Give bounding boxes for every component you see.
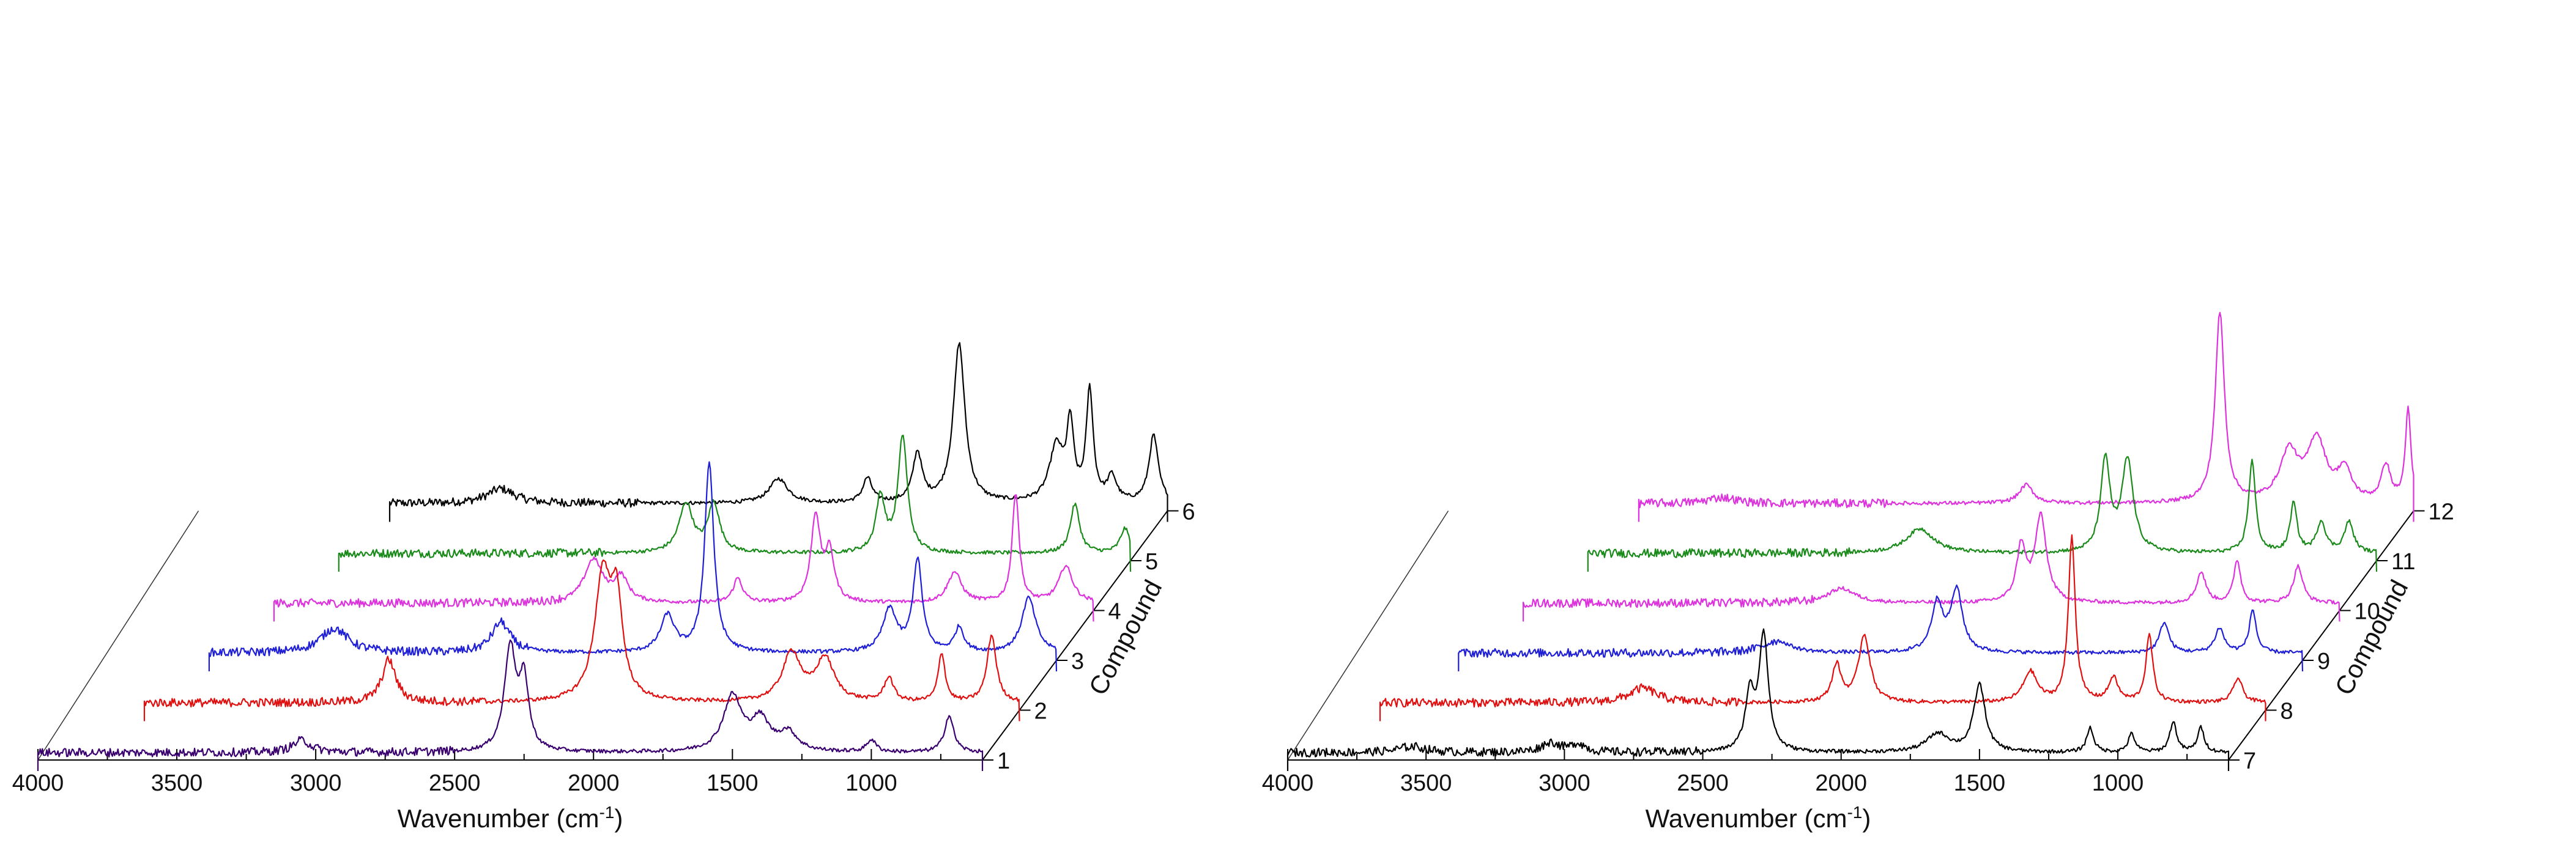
- spectra-panel-right: 4000 3500 3000 2500 2000 1500 1000 789 10 11 12 Com…: [1262, 312, 2454, 833]
- z-tick-label: 5: [1145, 549, 1158, 575]
- x-tick-label: 3500: [151, 770, 203, 796]
- depth-axis-right: [2228, 510, 2415, 761]
- z-tick-label: 12: [2429, 500, 2454, 525]
- x-axis-title-close: ): [614, 804, 623, 833]
- spectrum-line-compound-6: [388, 342, 1168, 522]
- x-tick-label: 3500: [1400, 770, 1452, 796]
- depth-axis-left: [37, 511, 199, 761]
- x-axis-title-main: Wavenumber (cm: [1646, 804, 1847, 833]
- spectrum-line-compound-12: [1638, 312, 2415, 522]
- z-tick-label: 3: [1071, 649, 1084, 674]
- z-tick-label: 7: [2243, 748, 2256, 774]
- spectrum-line-compound-2: [143, 559, 1020, 721]
- spectrum-line-compound-1: [37, 639, 984, 771]
- depth-axis-right: [982, 510, 1168, 761]
- spectrum-line-compound-9: [1458, 584, 2304, 672]
- x-tick-label: 1500: [1954, 770, 2006, 796]
- x-tick-label: 3000: [1539, 770, 1591, 796]
- z-tick-label: 9: [2317, 649, 2330, 674]
- x-tick-label: 4000: [1262, 770, 1314, 796]
- z-tick-label: 11: [2391, 549, 2415, 575]
- x-axis-title: Wavenumber (cm-1): [398, 803, 623, 833]
- spectrum-line-compound-8: [1379, 534, 2266, 721]
- z-tick-label: 8: [2281, 699, 2293, 725]
- x-axis-title-exponent: -1: [599, 803, 614, 822]
- spectrum-line-compound-3: [208, 461, 1058, 672]
- x-axis-title-exponent: -1: [1847, 803, 1862, 822]
- z-axis-title: Compound: [1083, 575, 1167, 699]
- x-tick-label: 2500: [429, 770, 481, 796]
- x-tick-label: 3000: [290, 770, 342, 796]
- x-axis-title-close: ): [1862, 804, 1871, 833]
- z-tick-label: 10: [2355, 599, 2380, 625]
- z-tick-label: 6: [1182, 500, 1195, 525]
- spectrum-line-compound-7: [1286, 628, 2230, 771]
- z-tick-label: 2: [1034, 699, 1047, 725]
- spectrum-line-compound-11: [1587, 452, 2378, 572]
- x-tick-label: 1000: [2092, 770, 2144, 796]
- z-tick-label: 1: [997, 748, 1010, 774]
- z-tick-label: 4: [1108, 599, 1121, 625]
- x-axis-title: Wavenumber (cm-1): [1646, 803, 1871, 833]
- x-axis-title-main: Wavenumber (cm: [398, 804, 599, 833]
- x-tick-label: 2000: [568, 770, 620, 796]
- spectrum-line-compound-10: [1523, 511, 2340, 622]
- spectrum-line-compound-5: [338, 434, 1132, 572]
- x-tick-label: 4000: [12, 770, 64, 796]
- x-tick-label: 1500: [707, 770, 759, 796]
- x-tick-label: 1000: [845, 770, 897, 796]
- spectrum-line-compound-4: [273, 494, 1094, 622]
- depth-axis-left: [1287, 511, 1449, 761]
- x-tick-label: 2500: [1677, 770, 1729, 796]
- x-tick-label: 2000: [1815, 770, 1867, 796]
- z-axis-title: Compound: [2329, 575, 2413, 699]
